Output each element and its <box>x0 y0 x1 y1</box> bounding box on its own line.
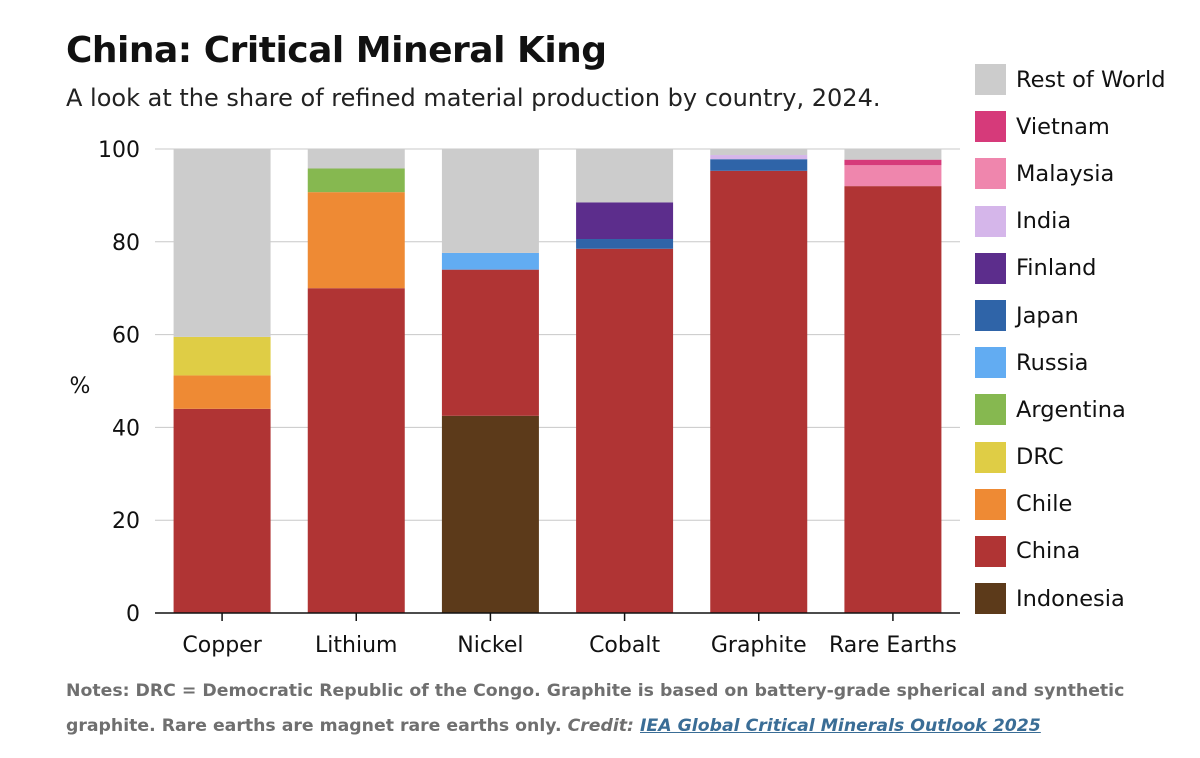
bar-segment-chile <box>173 375 271 409</box>
bar-segment-indonesia <box>441 415 539 613</box>
notes: Notes: DRC = Democratic Republic of the … <box>66 674 1156 744</box>
legend-swatch <box>975 583 1006 615</box>
bar-segment-japan <box>576 239 674 249</box>
bar-segment-china <box>576 248 674 613</box>
legend-item-russia: Russia <box>975 339 1165 386</box>
legend-item-vietnam: Vietnam <box>975 103 1165 150</box>
legend-swatch <box>975 488 1006 520</box>
bar-segment-rest-of-world <box>173 149 271 337</box>
bar-stack-cobalt <box>576 149 674 613</box>
legend-label: Russia <box>1016 349 1089 376</box>
chart-title: China: Critical Mineral King <box>66 30 607 71</box>
bar-segment-drc <box>173 336 271 376</box>
legend-item-indonesia: Indonesia <box>975 575 1165 622</box>
x-tick-label: Nickel <box>457 633 523 658</box>
legend-swatch <box>975 441 1006 473</box>
legend-item-rest-of-world: Rest of World <box>975 56 1165 103</box>
chart-subtitle: A look at the share of refined material … <box>66 84 881 112</box>
bar-stack-graphite <box>710 149 808 614</box>
legend-label: Chile <box>1016 491 1073 518</box>
bar-segment-chile <box>307 192 405 289</box>
bar-segment-rest-of-world <box>844 149 942 160</box>
x-tick-label: Graphite <box>711 633 807 658</box>
bar-segment-finland <box>576 202 674 240</box>
credit-label: Credit: <box>567 716 634 736</box>
y-tick-label: 0 <box>126 602 140 627</box>
bar-stack-lithium <box>307 149 405 613</box>
bar-stack-copper <box>173 149 271 613</box>
bar-segment-malaysia <box>844 165 942 187</box>
legend-item-malaysia: Malaysia <box>975 150 1165 197</box>
y-tick-label: 20 <box>112 509 140 534</box>
bar-segment-rest-of-world <box>307 149 405 169</box>
legend: Rest of World Vietnam Malaysia India Finland… <box>975 56 1165 622</box>
bar-segment-argentina <box>307 168 405 193</box>
axes: 0 20 40 60 80 100% Copper Lithium Nickel Cobalt Gr… <box>70 138 960 658</box>
legend-item-india: India <box>975 198 1165 245</box>
legend-item-japan: Japan <box>975 292 1165 339</box>
legend-item-finland: Finland <box>975 245 1165 292</box>
legend-label: Malaysia <box>1016 160 1115 187</box>
legend-swatch <box>975 64 1006 96</box>
bars <box>173 149 942 614</box>
legend-label: Vietnam <box>1016 113 1110 140</box>
bar-segment-vietnam <box>844 159 942 166</box>
y-tick-label: 60 <box>112 324 140 349</box>
y-tick-label: 80 <box>112 231 140 256</box>
x-tick-label: Rare Earths <box>829 633 957 658</box>
legend-item-china: China <box>975 528 1165 575</box>
bar-segment-china <box>173 408 271 613</box>
legend-swatch <box>975 205 1006 237</box>
bar-segment-russia <box>441 252 539 270</box>
legend-label: Japan <box>1016 302 1079 329</box>
legend-item-drc: DRC <box>975 434 1165 481</box>
notes-text: Notes: DRC = Democratic Republic of the … <box>66 681 1125 736</box>
gridlines <box>155 148 960 521</box>
legend-swatch <box>975 252 1006 284</box>
bar-segment-china <box>710 170 808 614</box>
legend-label: India <box>1016 208 1072 235</box>
legend-item-argentina: Argentina <box>975 386 1165 433</box>
legend-label: Rest of World <box>1016 66 1166 93</box>
legend-swatch <box>975 535 1006 567</box>
bar-segment-rest-of-world <box>576 149 674 203</box>
bar-segment-china <box>307 288 405 613</box>
y-tick-label: 40 <box>112 416 140 441</box>
legend-label: Indonesia <box>1016 585 1125 612</box>
credit-link[interactable]: IEA Global Critical Minerals Outlook 202… <box>640 716 1041 736</box>
legend-item-chile: Chile <box>975 481 1165 528</box>
bar-segment-rest-of-world <box>710 149 808 156</box>
y-axis-label: % <box>70 374 91 399</box>
legend-label: DRC <box>1016 444 1064 471</box>
legend-label: Finland <box>1016 255 1097 282</box>
legend-label: China <box>1016 538 1081 565</box>
bar-stack-rare-earths <box>844 149 942 613</box>
bar-segment-china <box>844 186 942 613</box>
legend-swatch <box>975 111 1006 143</box>
bar-segment-india <box>710 155 808 160</box>
bar-segment-china <box>441 269 539 416</box>
bar-stack-nickel <box>441 149 539 613</box>
x-tick-label: Lithium <box>315 633 397 658</box>
legend-label: Argentina <box>1016 396 1126 423</box>
y-tick-label: 100 <box>98 138 140 163</box>
bar-segment-rest-of-world <box>441 149 539 253</box>
stacked-bar-chart: 0 20 40 60 80 100% Copper Lithium Nickel Cobalt Gr… <box>70 138 960 658</box>
legend-swatch <box>975 394 1006 426</box>
bar-segment-japan <box>710 159 808 171</box>
legend-swatch <box>975 300 1006 332</box>
x-tick-label: Cobalt <box>589 633 660 658</box>
legend-swatch <box>975 158 1006 190</box>
x-tick-label: Copper <box>182 633 262 658</box>
legend-swatch <box>975 347 1006 379</box>
